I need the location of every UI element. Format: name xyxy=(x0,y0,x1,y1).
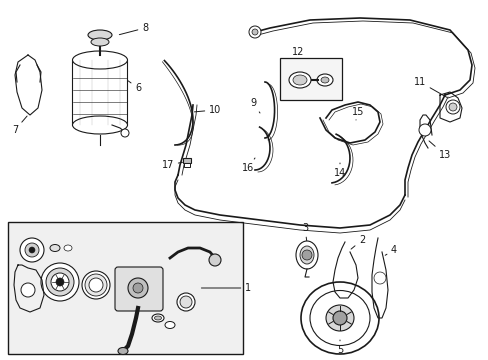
Ellipse shape xyxy=(309,291,369,346)
Circle shape xyxy=(21,283,35,297)
Ellipse shape xyxy=(50,244,60,252)
Ellipse shape xyxy=(46,268,74,296)
Circle shape xyxy=(29,247,35,253)
Ellipse shape xyxy=(118,347,128,355)
Bar xyxy=(183,163,190,167)
Circle shape xyxy=(51,273,69,291)
Text: 17: 17 xyxy=(162,160,182,170)
Circle shape xyxy=(302,250,311,260)
Text: 10: 10 xyxy=(194,105,221,115)
Ellipse shape xyxy=(72,116,127,134)
Text: 2: 2 xyxy=(350,235,365,249)
Ellipse shape xyxy=(301,282,378,354)
Bar xyxy=(183,158,191,163)
Circle shape xyxy=(448,103,456,111)
Text: 5: 5 xyxy=(336,340,343,355)
Text: 8: 8 xyxy=(119,23,148,35)
Ellipse shape xyxy=(292,75,306,85)
Ellipse shape xyxy=(41,263,79,301)
Ellipse shape xyxy=(85,274,107,296)
Ellipse shape xyxy=(320,77,328,83)
Text: 11: 11 xyxy=(413,77,446,97)
Circle shape xyxy=(56,278,64,286)
Circle shape xyxy=(332,311,346,325)
Circle shape xyxy=(251,29,258,35)
Bar xyxy=(91,35,109,43)
Circle shape xyxy=(248,26,261,38)
Ellipse shape xyxy=(154,316,161,320)
Ellipse shape xyxy=(89,278,103,292)
Ellipse shape xyxy=(299,246,313,264)
Circle shape xyxy=(128,278,148,298)
Circle shape xyxy=(20,238,44,262)
Ellipse shape xyxy=(295,241,317,269)
Circle shape xyxy=(373,272,385,284)
Circle shape xyxy=(121,129,129,137)
Ellipse shape xyxy=(316,74,332,86)
Text: 9: 9 xyxy=(249,98,260,113)
Circle shape xyxy=(25,243,39,257)
Text: 1: 1 xyxy=(201,283,250,293)
Bar xyxy=(280,58,341,100)
Text: 16: 16 xyxy=(242,158,254,173)
Bar xyxy=(72,60,127,125)
Ellipse shape xyxy=(164,321,175,328)
Ellipse shape xyxy=(82,271,110,299)
Text: 6: 6 xyxy=(128,81,141,93)
Ellipse shape xyxy=(152,314,163,322)
Ellipse shape xyxy=(64,245,72,251)
Ellipse shape xyxy=(180,296,192,308)
FancyBboxPatch shape xyxy=(115,267,163,311)
Text: 7: 7 xyxy=(12,116,27,135)
Ellipse shape xyxy=(91,38,109,46)
Circle shape xyxy=(133,283,142,293)
Ellipse shape xyxy=(88,30,112,40)
Ellipse shape xyxy=(177,293,195,311)
Text: 14: 14 xyxy=(333,163,346,178)
Text: 13: 13 xyxy=(428,141,450,160)
Circle shape xyxy=(418,124,430,136)
Ellipse shape xyxy=(325,305,353,331)
Text: 12: 12 xyxy=(291,47,304,60)
Circle shape xyxy=(445,100,459,114)
Ellipse shape xyxy=(288,72,310,88)
Text: 15: 15 xyxy=(351,107,364,120)
Circle shape xyxy=(208,254,221,266)
Text: 3: 3 xyxy=(301,223,307,242)
Text: 4: 4 xyxy=(385,245,396,255)
Bar xyxy=(8,222,243,354)
Ellipse shape xyxy=(72,51,127,69)
